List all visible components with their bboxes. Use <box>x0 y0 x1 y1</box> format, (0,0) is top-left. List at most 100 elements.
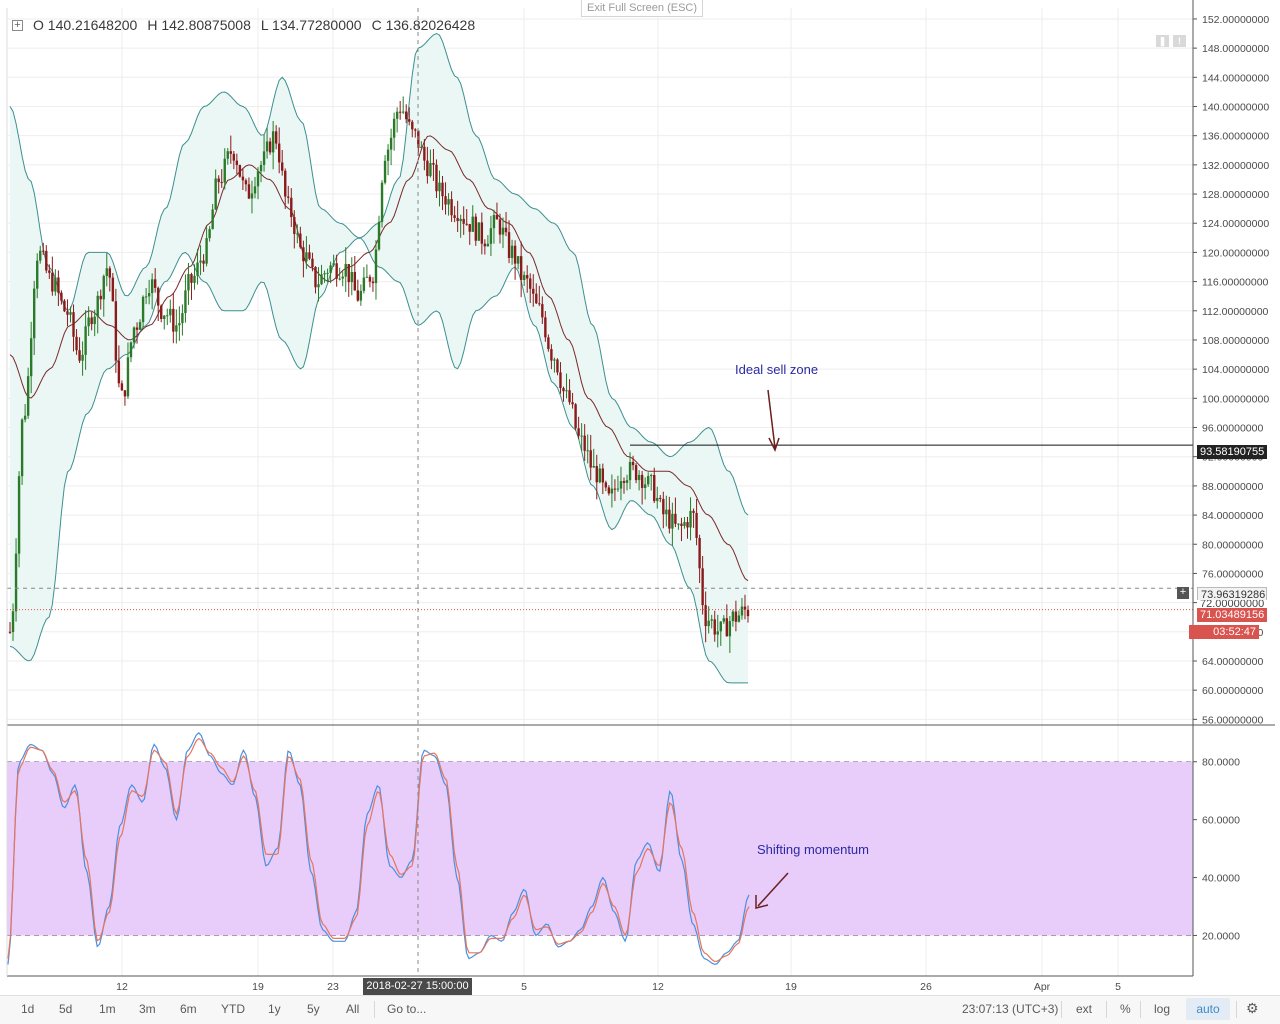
candle-body <box>538 303 541 305</box>
candle-body <box>374 249 378 284</box>
price-axis-label: 60.00000000 <box>1202 685 1263 697</box>
candle-body <box>262 151 266 165</box>
candle-body <box>45 250 48 271</box>
candle-body <box>105 268 108 277</box>
candle-body <box>513 245 517 264</box>
price-axis-label: 128.00000000 <box>1202 189 1269 201</box>
price-axis-label: 104.00000000 <box>1202 364 1269 376</box>
candle-body <box>650 475 653 477</box>
candle-body <box>281 162 284 171</box>
candle-body <box>153 279 157 288</box>
candle-body <box>541 304 544 318</box>
candle-body <box>429 163 432 177</box>
range-all-button[interactable]: All <box>346 1002 360 1016</box>
candle-body <box>99 295 102 300</box>
candle-body <box>577 428 580 436</box>
range-1y-button[interactable]: 1y <box>268 1002 281 1016</box>
time-axis-label: 12 <box>652 981 664 993</box>
candle-body <box>75 336 78 351</box>
candle-body <box>456 217 459 222</box>
candle-body <box>601 468 605 483</box>
auto-scale-toggle[interactable]: auto <box>1186 998 1230 1020</box>
price-axis-label: 96.00000000 <box>1202 423 1263 435</box>
candle-body <box>716 631 719 635</box>
candle-body <box>51 272 54 292</box>
candle-body <box>586 450 589 452</box>
bottom-toolbar: 1d 5d 1m 3m 6m YTD 1y 5y All Go to... 23… <box>0 995 1280 1024</box>
candle-body <box>26 376 30 416</box>
candle-body <box>646 476 650 485</box>
candle-body <box>734 611 738 622</box>
goto-button[interactable]: Go to... <box>387 1002 427 1016</box>
candle-body <box>689 510 692 528</box>
exit-fullscreen-button[interactable]: Exit Full Screen (ESC) <box>581 0 703 17</box>
range-1m-button[interactable]: 1m <box>99 1002 116 1016</box>
candle-body <box>111 277 115 302</box>
momentum-annotation: Shifting momentum <box>757 842 869 857</box>
price-axis-label: 136.00000000 <box>1202 131 1269 143</box>
candle-body <box>728 621 732 637</box>
ohlc-low: L 134.77280000 <box>260 17 362 33</box>
candle-body <box>147 293 151 297</box>
crosshair-price-badge: 73.96319286 <box>1197 587 1267 601</box>
log-scale-toggle[interactable]: log <box>1154 1002 1171 1016</box>
expand-icon[interactable]: + <box>12 19 23 31</box>
candle-body <box>668 509 671 529</box>
clock-readout[interactable]: 23:07:13 (UTC+3) <box>962 1002 1059 1016</box>
candle-body <box>217 178 220 183</box>
candle-body <box>274 131 278 144</box>
candle-body <box>583 435 586 451</box>
candle-body <box>268 141 272 153</box>
candle-body <box>48 270 51 273</box>
candle-body <box>435 164 438 192</box>
range-ytd-button[interactable]: YTD <box>221 1002 245 1016</box>
candle-body <box>683 522 686 526</box>
candle-body <box>547 337 550 350</box>
stochastic-k-line <box>7 731 750 965</box>
toolbar-divider <box>374 1001 375 1018</box>
candle-body <box>14 553 18 612</box>
candle-body <box>426 160 429 177</box>
alert-icon[interactable]: ! <box>1173 35 1186 47</box>
settings-gear-icon[interactable]: ⚙ <box>1246 1000 1259 1016</box>
candle-body <box>42 250 45 252</box>
crosshair-add-icon[interactable]: + <box>1177 587 1189 599</box>
candle-body <box>350 272 353 283</box>
candle-body <box>377 221 381 250</box>
pause-icon[interactable]: ❚ <box>1156 35 1169 47</box>
candle-body <box>247 184 251 199</box>
candle-body <box>150 279 154 294</box>
percent-scale-toggle[interactable]: % <box>1120 1002 1131 1016</box>
price-axis-label: 84.00000000 <box>1202 510 1263 522</box>
candle-body <box>535 293 538 304</box>
candle-body <box>353 272 357 291</box>
candle-body <box>314 266 317 288</box>
range-5y-button[interactable]: 5y <box>307 1002 320 1016</box>
candle-body <box>465 223 468 225</box>
candle-body <box>238 165 242 177</box>
range-1d-button[interactable]: 1d <box>21 1002 35 1016</box>
candle-body <box>559 372 562 389</box>
candle-body <box>498 219 502 235</box>
candle-body <box>172 308 175 332</box>
candle-body <box>610 488 614 494</box>
candle-body <box>32 288 36 339</box>
range-6m-button[interactable]: 6m <box>180 1002 197 1016</box>
candle-body <box>556 359 559 373</box>
candle-body <box>408 119 411 122</box>
stochastic-d-line <box>7 737 750 962</box>
extended-hours-toggle[interactable]: ext <box>1076 1002 1093 1016</box>
candle-body <box>220 182 223 184</box>
candle-body <box>628 461 632 481</box>
candle-body <box>653 475 656 502</box>
range-3m-button[interactable]: 3m <box>139 1002 156 1016</box>
candle-body <box>665 509 668 515</box>
candle-body <box>287 196 290 198</box>
candle-body <box>522 275 526 280</box>
resistance-price-badge: 93.58190755 <box>1197 445 1267 459</box>
price-axis-label: 112.00000000 <box>1202 306 1269 318</box>
range-5d-button[interactable]: 5d <box>59 1002 73 1016</box>
candle-body <box>332 263 335 266</box>
candle-body <box>235 160 239 166</box>
